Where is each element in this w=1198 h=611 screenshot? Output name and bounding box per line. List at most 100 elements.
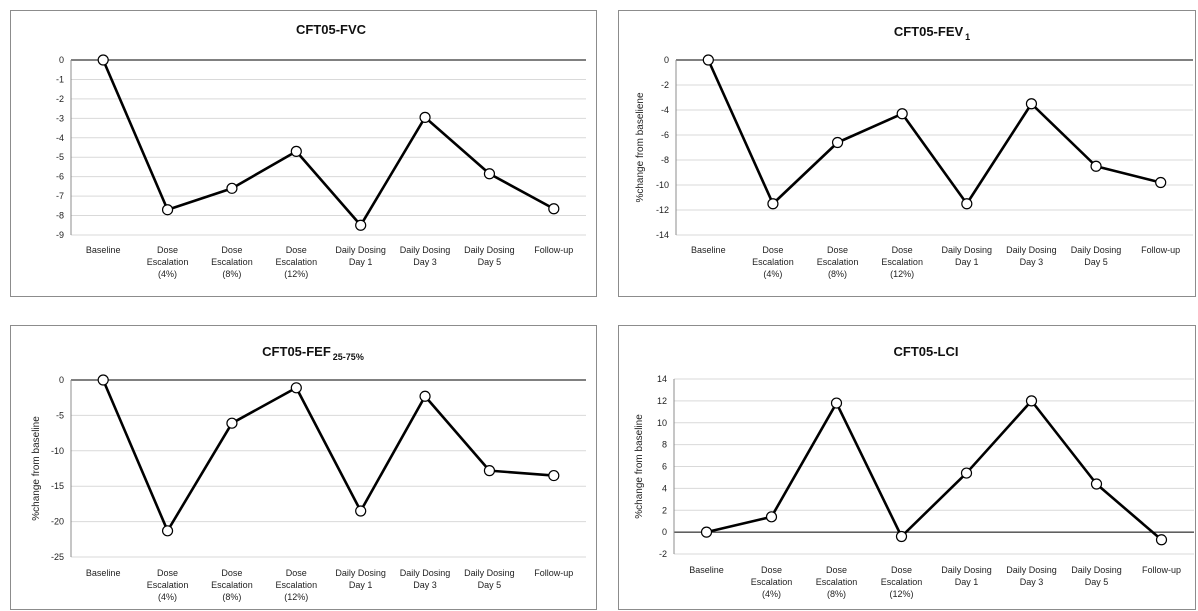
x-tick-label: Dose Escalation (4%) bbox=[147, 568, 189, 602]
data-point bbox=[831, 136, 844, 149]
y-tick-label: -10 bbox=[51, 446, 64, 456]
x-tick-label: Daily Dosing Day 5 bbox=[464, 568, 515, 590]
data-point bbox=[290, 382, 302, 394]
data-point bbox=[1090, 478, 1103, 490]
y-tick-label: -10 bbox=[656, 180, 669, 190]
data-point bbox=[419, 390, 431, 402]
x-tick-label: Dose Escalation (4%) bbox=[147, 245, 189, 279]
x-tick-label: Follow-up bbox=[534, 568, 573, 578]
y-tick-label: -4 bbox=[56, 133, 64, 143]
data-point bbox=[702, 54, 714, 66]
data-point bbox=[97, 374, 109, 386]
y-tick-label: -2 bbox=[659, 549, 667, 559]
y-tick-label: 0 bbox=[664, 55, 669, 65]
chart-panel-fef: CFT05-FEF 25-75% 0 -5 -10 -15 -20 -25 %change fr… bbox=[10, 325, 597, 610]
chart-panel-fvc: CFT05-FVC 0 -1 -2 -3 -4 -5 -6 -7 -8 -9 Baseline Dose… bbox=[10, 10, 597, 297]
chart-title: CFT05-FEF 25-75% bbox=[262, 344, 364, 362]
y-tick-label: 8 bbox=[662, 440, 667, 450]
x-tick-label: Dose Escalation (8%) bbox=[211, 568, 253, 602]
data-point bbox=[290, 145, 302, 157]
x-tick-label: Daily Dosing Day 5 bbox=[464, 245, 515, 267]
x-tick-label: Dose Escalation (4%) bbox=[751, 565, 793, 599]
data-point bbox=[1025, 395, 1038, 407]
series-line bbox=[707, 59, 1162, 206]
y-tick-label: -2 bbox=[56, 94, 64, 104]
x-tick-label: Dose Escalation (12%) bbox=[881, 565, 923, 599]
x-tick-label: Daily Dosing Day 1 bbox=[335, 568, 386, 590]
y-tick-label: 0 bbox=[662, 527, 667, 537]
data-point bbox=[226, 417, 238, 429]
data-point bbox=[895, 530, 908, 543]
y-tick-label: -2 bbox=[661, 80, 669, 90]
data-point bbox=[961, 198, 973, 210]
x-tick-label: Follow-up bbox=[1141, 245, 1180, 255]
x-tick-label: Dose Escalation (12%) bbox=[881, 245, 923, 279]
y-tick-label: 12 bbox=[657, 396, 667, 406]
chart-title: CFT05-FVC bbox=[296, 22, 367, 37]
series-line bbox=[101, 59, 555, 227]
x-tick-label: Daily Dosing Day 1 bbox=[335, 245, 386, 267]
y-tick-label: -3 bbox=[56, 113, 64, 123]
data-point bbox=[1090, 160, 1102, 172]
x-tick-label: Baseline bbox=[691, 245, 726, 255]
chart-fef: CFT05-FEF 25-75% 0 -5 -10 -15 -20 -25 %change fr… bbox=[31, 344, 586, 602]
x-tick-label: Follow-up bbox=[534, 245, 573, 255]
data-point bbox=[226, 182, 238, 194]
y-tick-label: -12 bbox=[656, 205, 669, 215]
y-tick-label: -15 bbox=[51, 481, 64, 491]
series-line bbox=[101, 379, 554, 533]
y-tick-label: 2 bbox=[662, 505, 667, 515]
y-axis-label: %change from baseline bbox=[31, 416, 42, 521]
data-point bbox=[896, 108, 908, 120]
chart-panel-lci: CFT05-LCI 14 12 10 8 6 4 2 0 -2 %change from basel… bbox=[618, 325, 1196, 610]
y-tick-label: -5 bbox=[56, 410, 64, 420]
data-point bbox=[960, 467, 973, 479]
chart-title: CFT05-LCI bbox=[894, 344, 959, 359]
data-point bbox=[1025, 98, 1038, 110]
x-tick-label: Dose Escalation (12%) bbox=[276, 245, 318, 279]
y-tick-label: -7 bbox=[56, 191, 64, 201]
data-point bbox=[355, 505, 367, 517]
x-tick-label: Daily Dosing Day 1 bbox=[942, 245, 993, 267]
data-point bbox=[97, 54, 109, 66]
chart-panel-fev1: CFT05-FEV 1 0 -2 -4 -6 -8 -10 -12 -14 %change from… bbox=[618, 10, 1196, 297]
y-tick-label: 6 bbox=[662, 462, 667, 472]
x-tick-label: Dose Escalation (8%) bbox=[816, 565, 858, 599]
data-point bbox=[548, 203, 560, 215]
y-tick-label: -20 bbox=[51, 517, 64, 527]
y-tick-label: -14 bbox=[656, 230, 669, 240]
x-tick-label: Daily Dosing Day 5 bbox=[1071, 565, 1122, 587]
chart-fev1: CFT05-FEV 1 0 -2 -4 -6 -8 -10 -12 -14 %change from… bbox=[635, 24, 1193, 279]
data-point bbox=[161, 525, 174, 537]
x-tick-label: Baseline bbox=[86, 568, 121, 578]
chart-fvc: CFT05-FVC 0 -1 -2 -3 -4 -5 -6 -7 -8 -9 Baseline Dose… bbox=[56, 22, 586, 279]
y-tick-label: 0 bbox=[59, 55, 64, 65]
x-tick-label: Daily Dosing Day 3 bbox=[1006, 245, 1057, 267]
data-point bbox=[765, 511, 778, 523]
series-line bbox=[706, 399, 1163, 541]
x-tick-label: Follow-up bbox=[1142, 565, 1181, 575]
y-tick-label: -25 bbox=[51, 552, 64, 562]
data-point bbox=[419, 111, 431, 123]
y-tick-label: -4 bbox=[661, 105, 669, 115]
x-tick-label: Daily Dosing Day 3 bbox=[1006, 565, 1057, 587]
data-point bbox=[830, 397, 843, 409]
y-tick-label: -8 bbox=[661, 155, 669, 165]
data-point bbox=[483, 168, 496, 180]
data-point bbox=[548, 469, 560, 482]
y-tick-label: 14 bbox=[657, 374, 667, 384]
data-point bbox=[767, 198, 779, 210]
x-tick-label: Daily Dosing Day 3 bbox=[400, 245, 451, 267]
y-axis-label: %change from baseliene bbox=[635, 92, 646, 203]
x-tick-label: Baseline bbox=[689, 565, 724, 575]
y-tick-label: -5 bbox=[56, 152, 64, 162]
x-tick-label: Daily Dosing Day 1 bbox=[941, 565, 992, 587]
x-tick-label: Daily Dosing Day 5 bbox=[1071, 245, 1122, 267]
y-tick-label: -1 bbox=[56, 74, 64, 84]
y-tick-label: -8 bbox=[56, 211, 64, 221]
data-point bbox=[355, 219, 367, 231]
y-tick-label: -6 bbox=[56, 172, 64, 182]
x-tick-label: Dose Escalation (12%) bbox=[276, 568, 318, 602]
data-point bbox=[700, 526, 713, 538]
y-axis-label: %change from baseline bbox=[634, 414, 645, 519]
